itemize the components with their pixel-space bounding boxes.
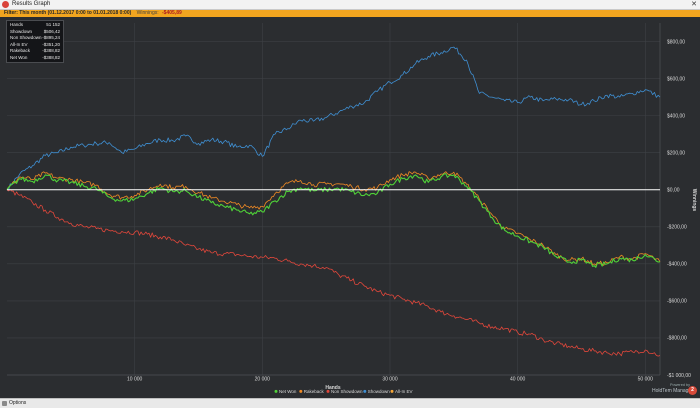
stat-row: Net Won -$388,82 xyxy=(10,55,60,61)
y-tick-label: -$1 000,00 xyxy=(667,373,691,379)
series-line-rakeback xyxy=(6,171,661,266)
x-axis-label: Hands xyxy=(325,385,341,391)
options-icon[interactable] xyxy=(2,401,7,406)
stat-label: Rakeback xyxy=(10,48,31,53)
legend-marker xyxy=(363,389,367,393)
stat-value: -$351,20 xyxy=(42,41,60,47)
filter-summary: Filter: This month (01.12.2017 0:00 to 0… xyxy=(4,10,182,17)
y-tick-label: -$600,00 xyxy=(667,299,687,305)
legend-marker xyxy=(326,389,330,393)
stat-value: $506,42 xyxy=(43,28,60,34)
y-tick-label: -$400,00 xyxy=(667,262,687,268)
y-tick-label: -$800,00 xyxy=(667,336,687,342)
filter-range: This month (01.12.2017 0:00 to 01.01.201… xyxy=(19,10,132,16)
filter-winnings-value: -$405,89 xyxy=(162,10,182,16)
chart-series xyxy=(6,46,661,357)
window-title: Results Graph xyxy=(12,1,51,7)
stat-label: Net Won xyxy=(10,54,28,60)
x-tick-label: 50 000 xyxy=(638,377,654,383)
y-tick-label: $0,00 xyxy=(667,188,680,194)
stat-value: -$388,82 xyxy=(42,48,60,53)
stat-value: 51 152 xyxy=(46,22,60,27)
stat-value: -$388,82 xyxy=(42,54,60,60)
series-line-showdown xyxy=(6,46,661,191)
legend-label: Rakeback xyxy=(304,389,325,394)
legend-label: All-In EV xyxy=(395,389,413,394)
series-line-net-won xyxy=(6,173,661,268)
stat-row: Hands 51 152 xyxy=(10,22,60,28)
y-axis-label: Winnings xyxy=(691,189,697,212)
filter-bar: Filter: This month (01.12.2017 0:00 to 0… xyxy=(0,10,700,17)
app-logo-icon xyxy=(2,1,9,8)
brand-name: HoldTem Manager xyxy=(652,388,693,394)
series-line-non-showdown xyxy=(6,189,661,357)
stats-panel: Hands 51 152 Showdown $506,42 Non Showdown -$… xyxy=(6,20,64,63)
legend-marker xyxy=(274,389,278,393)
legend-label: Non Showdown xyxy=(331,389,363,394)
chart-legend: Net Won Rakeback Non Showdown Showdown All-I… xyxy=(274,389,413,394)
legend-label: Net Won xyxy=(279,389,297,394)
legend-label: Showdown xyxy=(368,389,391,394)
y-tick-label: $200,00 xyxy=(667,150,685,156)
stat-label: Non Showdown xyxy=(10,35,42,40)
legend-marker xyxy=(390,389,394,393)
stat-row: Rakeback -$388,82 xyxy=(10,48,60,54)
stat-label: All-In EV xyxy=(10,41,28,47)
filter-winnings-label: Winnings: xyxy=(136,10,159,16)
stat-row: Showdown $506,42 xyxy=(10,29,60,35)
chart-background xyxy=(0,17,700,398)
options-button[interactable]: Options xyxy=(9,400,27,406)
stat-row: Non Showdown -$895,24 xyxy=(10,35,60,41)
stat-label: Showdown xyxy=(10,28,33,34)
x-tick-label: 30 000 xyxy=(382,377,398,383)
y-tick-label: $600,00 xyxy=(667,76,685,82)
window-titlebar: Results Graph ✕ xyxy=(0,0,700,10)
x-tick-label: 20 000 xyxy=(255,377,271,383)
powered-by-label: Powered by xyxy=(669,383,690,387)
y-tick-label: $400,00 xyxy=(667,113,685,119)
y-tick-label: $800,00 xyxy=(667,39,685,45)
close-button[interactable]: ✕ xyxy=(691,1,697,8)
x-tick-label: 40 000 xyxy=(510,377,526,383)
x-tick-label: 10 000 xyxy=(127,377,143,383)
bottom-bar: Options xyxy=(0,398,700,408)
stat-value: -$895,24 xyxy=(42,35,60,40)
legend-marker xyxy=(299,389,303,393)
x-axis-ticks: 10 000 20 000 30 000 40 000 50 000 xyxy=(127,377,653,383)
y-tick-label: -$200,00 xyxy=(667,225,687,231)
filter-label: Filter: xyxy=(4,10,18,16)
results-chart: $800,00 $600,00 $400,00 $200,00 $0,00 -$200,0… xyxy=(0,17,700,398)
stat-row: All-In EV -$351,20 xyxy=(10,42,60,48)
stat-label: Hands xyxy=(10,22,24,27)
y-axis-ticks: $800,00 $600,00 $400,00 $200,00 $0,00 -$200,0… xyxy=(667,39,691,378)
brand-logo-icon: 2 xyxy=(688,386,697,395)
